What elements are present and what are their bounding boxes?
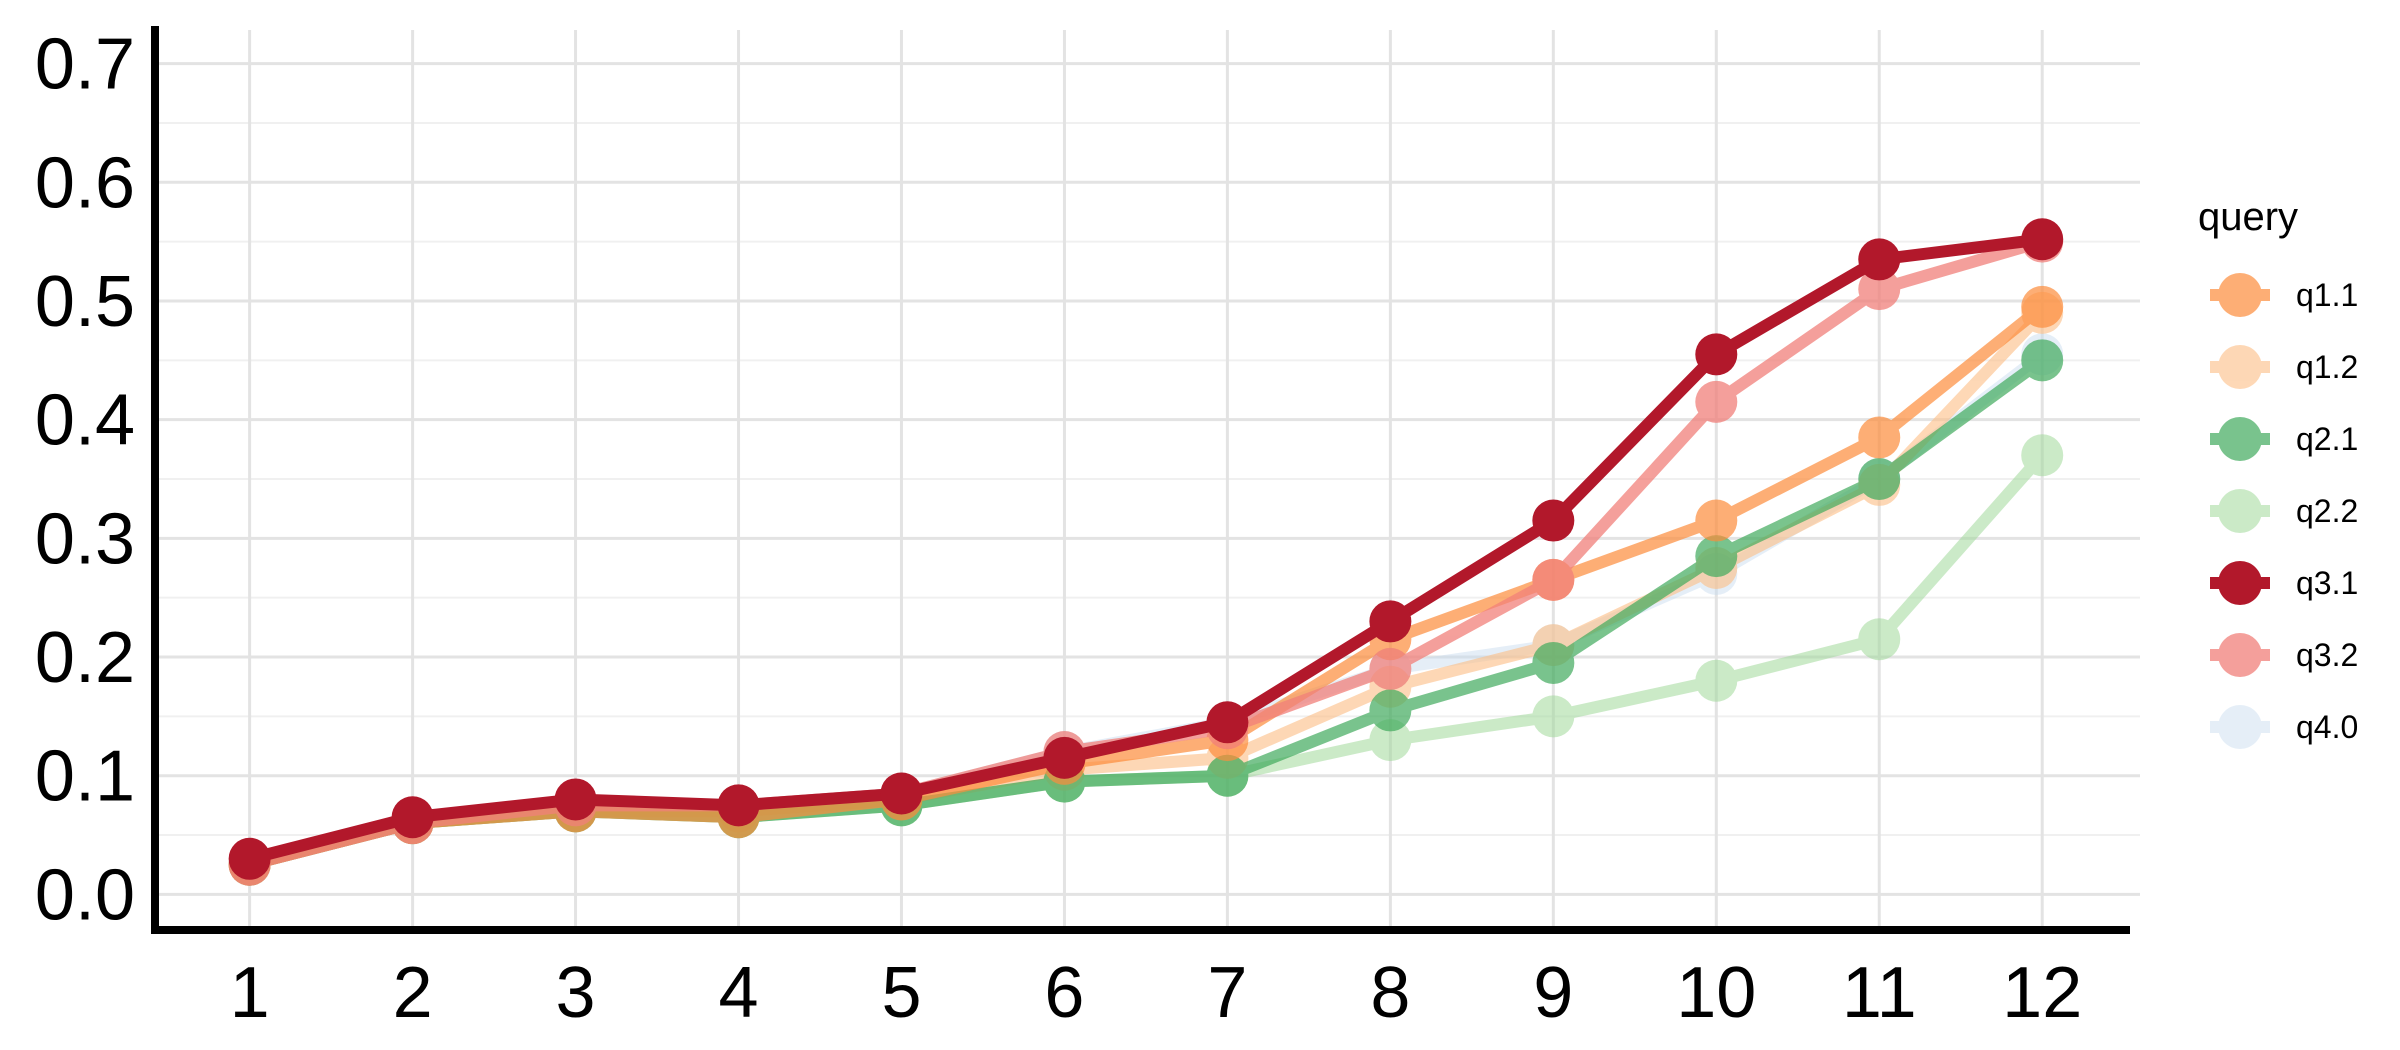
legend-key-q2-2 — [2210, 489, 2270, 533]
x-tick-label: 7 — [1207, 953, 1247, 1033]
legend-key-point — [2218, 705, 2262, 749]
series-q1-2 — [228, 291, 2064, 886]
y-tick-label: 0.7 — [35, 25, 135, 105]
x-tick-label: 1 — [230, 953, 270, 1033]
series-line-q4-0 — [243, 348, 2049, 871]
legend-item-q2-2: q2.2 — [2210, 489, 2358, 533]
data-point-q3-1-5 — [880, 772, 923, 815]
legend-key-point — [2218, 489, 2262, 533]
data-point-q2-1-7 — [1206, 754, 1249, 797]
y-tick-label: 0.4 — [35, 381, 135, 461]
legend-label: q4.0 — [2296, 709, 2358, 745]
data-point-q1-1-11 — [1858, 416, 1901, 459]
x-tick-label: 3 — [556, 953, 596, 1033]
x-tick-label: 10 — [1676, 953, 1756, 1033]
y-tick-label: 0.5 — [35, 262, 135, 342]
legend-key-q4-0 — [2210, 705, 2270, 749]
data-point-q3-1-3 — [554, 778, 597, 821]
y-tick-label: 0.3 — [35, 499, 135, 579]
data-point-q3-2-10 — [1695, 380, 1738, 423]
data-point-q2-2-9 — [1532, 695, 1575, 738]
legend: query q1.1 q1.2 q2.1 q2.2 q3.1 q3.2 q4.0 — [2198, 195, 2358, 749]
y-tick-label: 0.1 — [35, 737, 135, 817]
legend-label: q1.2 — [2296, 349, 2358, 385]
legend-label: q2.2 — [2296, 493, 2358, 529]
data-point-q2-1-11 — [1858, 458, 1901, 500]
legend-key-q1-2 — [2210, 345, 2270, 389]
legend-key-q1-1 — [2210, 273, 2270, 317]
x-tick-label: 6 — [1044, 953, 1084, 1033]
axes: 0.00.10.20.30.40.50.60.71 2 3 4 5 6 7 8 9 10 11 12 — [35, 25, 2130, 1033]
data-point-q3-1-11 — [1858, 238, 1901, 281]
legend-label: q2.1 — [2296, 421, 2358, 457]
data-point-q3-1-10 — [1695, 333, 1738, 376]
series-q3-1 — [228, 218, 2064, 880]
y-tick-label: 0.0 — [35, 855, 135, 935]
series-q1-1 — [228, 285, 2064, 886]
series-q3-2 — [228, 220, 2064, 886]
data-point-q3-2-8 — [1369, 647, 1412, 690]
legend-item-q1-2: q1.2 — [2210, 345, 2358, 389]
data-point-q2-2-8 — [1369, 719, 1412, 762]
x-tick-label: 11 — [1842, 953, 1917, 1033]
legend-key-point — [2218, 345, 2262, 389]
y-tick-label: 0.2 — [35, 618, 135, 698]
legend-label: q3.1 — [2296, 565, 2358, 601]
data-point-q2-2-10 — [1695, 659, 1738, 702]
data-point-q2-2-11 — [1858, 618, 1901, 661]
data-point-q1-1-12 — [2021, 285, 2064, 328]
legend-key-point — [2218, 273, 2262, 317]
legend-item-q1-1: q1.1 — [2210, 273, 2358, 317]
data-point-q3-2-11 — [1858, 268, 1901, 311]
data-point-q3-1-12 — [2021, 218, 2064, 261]
x-tick-label: 12 — [2002, 953, 2082, 1033]
data-point-q2-1-10 — [1695, 535, 1738, 578]
legend-key-point — [2218, 633, 2262, 677]
legend-item-q3-1: q3.1 — [2210, 561, 2358, 605]
x-tick-label: 4 — [718, 953, 758, 1033]
data-point-q2-1-12 — [2021, 339, 2064, 382]
series-line-q3-1 — [243, 233, 2049, 865]
legend-key-q2-1 — [2210, 417, 2270, 461]
legend-item-q3-2: q3.2 — [2210, 633, 2358, 677]
data-point-q3-1-2 — [391, 796, 434, 839]
data-point-q3-1-4 — [717, 784, 760, 827]
x-tick-label: 5 — [881, 953, 921, 1033]
y-tick-label: 0.6 — [35, 143, 135, 223]
legend-title: query — [2198, 195, 2298, 239]
legend-item-q2-1: q2.1 — [2210, 417, 2358, 461]
x-tick-label: 2 — [393, 953, 433, 1033]
legend-label: q1.1 — [2296, 277, 2358, 313]
legend-key-q3-2 — [2210, 633, 2270, 677]
data-point-q3-2-9 — [1532, 558, 1575, 601]
legend-key-point — [2218, 417, 2262, 461]
series-layer — [228, 218, 2064, 886]
data-point-q1-1-10 — [1695, 499, 1738, 542]
data-point-q3-1-1 — [228, 837, 271, 880]
data-point-q2-1-8 — [1369, 689, 1412, 732]
x-tick-label: 9 — [1533, 953, 1573, 1033]
data-point-q2-1-9 — [1532, 641, 1575, 684]
data-point-q3-1-7 — [1206, 701, 1249, 744]
x-tick-label: 8 — [1370, 953, 1410, 1033]
legend-label: q3.2 — [2296, 637, 2358, 673]
legend-item-q4-0: q4.0 — [2210, 705, 2358, 749]
legend-key-point — [2218, 561, 2262, 605]
data-point-q3-1-6 — [1043, 736, 1086, 779]
data-point-q3-1-8 — [1369, 600, 1412, 643]
data-point-q2-2-12 — [2021, 434, 2064, 477]
series-line-q3-2 — [243, 235, 2049, 871]
series-line-q2-1 — [243, 354, 2049, 871]
legend-key-q3-1 — [2210, 561, 2270, 605]
data-point-q3-1-9 — [1532, 499, 1575, 542]
grid — [155, 30, 2140, 930]
